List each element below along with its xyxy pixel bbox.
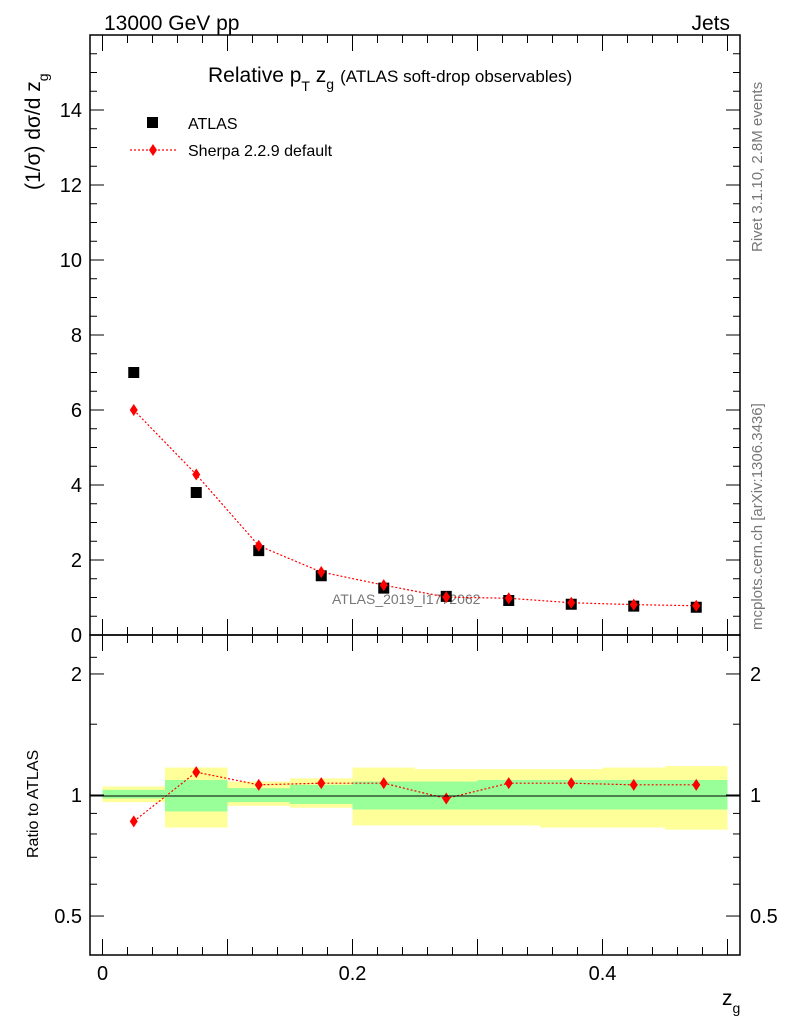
sherpa-point [317,566,326,578]
main-ytick-label: 4 [71,475,82,497]
y-label-main-text: (1/σ) dσ/d z [22,81,45,190]
ratio-ytick-label-left: 0.5 [54,906,82,928]
ratio-sherpa-point [317,777,326,790]
ratio-sherpa-point [379,777,388,790]
sherpa-point [504,592,513,605]
main-ytick-label: 10 [60,250,82,272]
x-axis-label: zg [722,987,740,1016]
main-ytick-label: 14 [60,100,82,122]
main-ytick-label: 0 [71,625,82,647]
ratio-band-inner [102,789,165,799]
sherpa-point [129,404,138,416]
xtick-label: 0.4 [589,963,617,985]
ratio-ytick-label-left: 1 [71,785,82,807]
y-label-main-sub: g [35,73,51,81]
ratio-band-inner [227,788,290,803]
analysis-watermark: ATLAS_2019_I1772062 [332,591,481,607]
title-zg: z [310,64,326,87]
rivet-version-label: Rivet 3.1.10, 2.8M events [749,82,766,252]
ratio-sherpa-point [504,777,513,790]
header-right: Jets [691,12,730,35]
ratio-ytick-label-right: 0.5 [750,906,778,928]
main-ytick-label: 12 [60,175,82,197]
title-paren: (ATLAS soft-drop observables) [340,67,572,86]
ratio-sherpa-point [192,766,201,779]
ratio-sherpa-point [254,778,263,791]
main-ytick-label: 6 [71,400,82,422]
sherpa-point [567,596,576,609]
ratio-ytick-label-right: 1 [750,785,761,807]
sherpa-point [629,598,638,611]
sherpa-points [129,404,701,612]
sherpa-point [692,599,701,612]
legend-atlas-marker [147,117,158,128]
atlas-point [190,487,202,498]
main-ytick-label: 8 [71,325,82,347]
legend-sherpa-label: Sherpa 2.2.9 default [188,143,333,160]
ratio-sherpa-line [133,771,697,822]
plot-title: Relative pT zg (ATLAS soft-drop observabl… [208,64,572,94]
title-sub-g: g [326,76,334,92]
legend-atlas-label: ATLAS [188,116,238,133]
ratio-sherpa-point [629,778,638,791]
ratio-ytick-label-left: 2 [71,664,82,686]
header-left: 13000 GeV pp [104,12,239,35]
sherpa-point [192,468,201,481]
sherpa-point [254,539,263,552]
ratio-ytick-label-right: 2 [750,664,761,686]
y-axis-label-main: (1/σ) dσ/d zg [22,73,51,190]
main-ytick-label: 2 [71,550,82,572]
sherpa-point [442,591,451,604]
mcplots-label: mcplots.cern.ch [arXiv:1306.3436] [749,403,766,630]
xtick-label: 0.2 [339,963,367,985]
title-main: Relative p [208,64,301,87]
x-label-text: z [722,987,733,1010]
atlas-point [128,367,140,378]
legend-sherpa-marker [149,144,157,156]
xtick-label: 0 [97,963,108,985]
y-axis-label-ratio: Ratio to ATLAS [25,750,42,858]
ratio-band-inner [290,784,353,804]
atlas-points [128,367,702,613]
title-sub-t: T [301,78,310,94]
ratio-sherpa-point [567,777,576,790]
sherpa-line [133,409,697,607]
sherpa-point [379,579,388,592]
ratio-sherpa-point [129,815,138,828]
ratio-sherpa-point [692,778,701,791]
x-label-sub: g [733,1000,741,1016]
